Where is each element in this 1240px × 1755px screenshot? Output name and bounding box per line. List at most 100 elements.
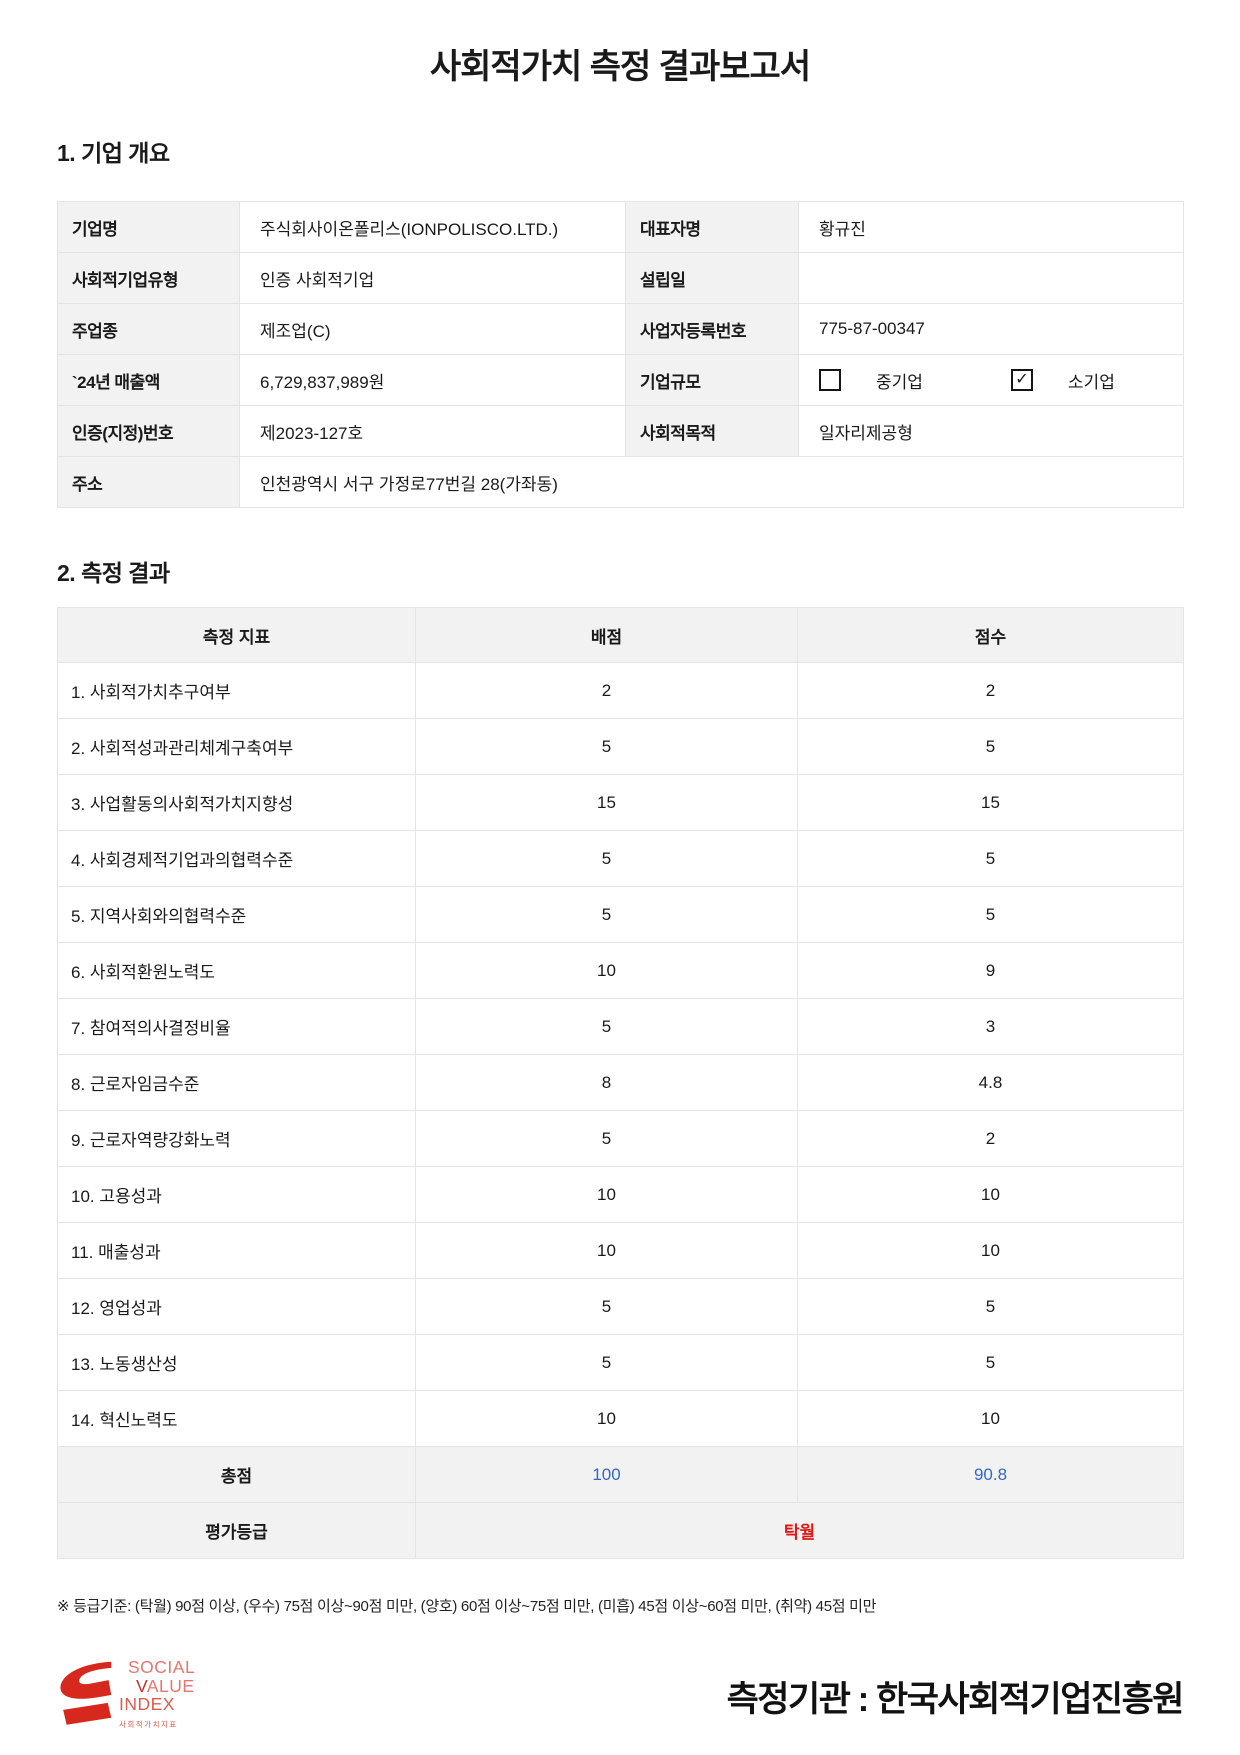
max-points: 5 <box>415 1278 798 1335</box>
checkbox-checked-icon: ✓ <box>1010 369 1033 391</box>
table-row: 12. 영업성과 5 5 <box>57 1278 1184 1335</box>
field-label: 기업명 <box>57 201 240 253</box>
table-row: 4. 사회경제적기업과의협력수준 5 5 <box>57 830 1184 887</box>
indicator-name: 12. 영업성과 <box>57 1278 416 1335</box>
table-row: 주소 인천광역시 서구 가정로77번길 28(가좌동) <box>57 456 1184 508</box>
table-row: 주업종 제조업(C) 사업자등록번호 775-87-00347 <box>57 303 1184 355</box>
field-label: `24년 매출액 <box>57 354 240 406</box>
column-header-max: 배점 <box>415 607 798 663</box>
section-heading-measurement: 2. 측정 결과 <box>57 560 170 586</box>
field-label: 사회적목적 <box>625 405 799 457</box>
max-points: 5 <box>415 1110 798 1167</box>
max-points: 5 <box>415 1334 798 1391</box>
table-row: 사회적기업유형 인증 사회적기업 설립일 <box>57 252 1184 304</box>
svi-logo-mark-icon <box>60 1661 112 1725</box>
total-score: 90.8 <box>797 1446 1184 1503</box>
field-label: 인증(지정)번호 <box>57 405 240 457</box>
field-label: 주소 <box>57 456 240 508</box>
table-row: 인증(지정)번호 제2023-127호 사회적목적 일자리제공형 <box>57 405 1184 457</box>
table-row: 13. 노동생산성 5 5 <box>57 1334 1184 1391</box>
score-value: 15 <box>797 774 1184 831</box>
score-value: 5 <box>797 1334 1184 1391</box>
score-value: 9 <box>797 942 1184 999</box>
indicator-name: 13. 노동생산성 <box>57 1334 416 1391</box>
table-row: 8. 근로자임금수준 8 4.8 <box>57 1054 1184 1111</box>
table-row: 11. 매출성과 10 10 <box>57 1222 1184 1279</box>
table-row: 5. 지역사회와의협력수준 5 5 <box>57 886 1184 943</box>
field-value: 6,729,837,989원 <box>239 354 626 406</box>
table-row: 2. 사회적성과관리체계구축여부 5 5 <box>57 718 1184 775</box>
checkbox-label: 중기업 <box>876 372 923 392</box>
measurement-result-table: 측정 지표 배점 점수 1. 사회적가치추구여부 2 2 2. 사회적성과관리체계구축… <box>57 607 1184 1559</box>
company-size-options: 중기업 ✓ 소기업 <box>798 354 1184 406</box>
grade-row: 평가등급 탁월 <box>57 1502 1184 1559</box>
total-label: 총점 <box>57 1446 416 1503</box>
field-value: 인천광역시 서구 가정로77번길 28(가좌동) <box>239 456 1184 508</box>
indicator-name: 1. 사회적가치추구여부 <box>57 662 416 719</box>
score-value: 3 <box>797 998 1184 1055</box>
field-value: 제2023-127호 <box>239 405 626 457</box>
checkbox-unchecked-icon <box>819 369 841 391</box>
indicator-name: 3. 사업활동의사회적가치지향성 <box>57 774 416 831</box>
max-points: 15 <box>415 774 798 831</box>
field-label: 설립일 <box>625 252 799 304</box>
indicator-name: 9. 근로자역량강화노력 <box>57 1110 416 1167</box>
indicator-name: 7. 참여적의사결정비율 <box>57 998 416 1055</box>
score-value: 2 <box>797 662 1184 719</box>
score-value: 10 <box>797 1222 1184 1279</box>
score-value: 5 <box>797 1278 1184 1335</box>
max-points: 10 <box>415 1390 798 1447</box>
max-points: 2 <box>415 662 798 719</box>
check-icon: ✓ <box>1015 371 1029 388</box>
grade-value: 탁월 <box>415 1502 1184 1559</box>
social-value-index-logo: SOCIAL VALUE INDEX 사회적가치지표 <box>57 1658 195 1734</box>
score-value: 10 <box>797 1390 1184 1447</box>
column-header-score: 점수 <box>797 607 1184 663</box>
score-value: 5 <box>797 718 1184 775</box>
measurement-table-body: 1. 사회적가치추구여부 2 2 2. 사회적성과관리체계구축여부 5 5 3. 사업활동의… <box>57 662 1184 1447</box>
indicator-name: 11. 매출성과 <box>57 1222 416 1279</box>
indicator-name: 4. 사회경제적기업과의협력수준 <box>57 830 416 887</box>
indicator-name: 10. 고용성과 <box>57 1166 416 1223</box>
indicator-name: 5. 지역사회와의협력수준 <box>57 886 416 943</box>
max-points: 10 <box>415 942 798 999</box>
indicator-name: 8. 근로자임금수준 <box>57 1054 416 1111</box>
logo-line-social: SOCIAL <box>128 1657 196 1677</box>
max-points: 5 <box>415 886 798 943</box>
score-value: 5 <box>797 830 1184 887</box>
section-heading-company: 1. 기업 개요 <box>57 140 170 166</box>
field-value: 주식회사이온폴리스(IONPOLISCO.LTD.) <box>239 201 626 253</box>
table-row: 9. 근로자역량강화노력 5 2 <box>57 1110 1184 1167</box>
field-value: 일자리제공형 <box>798 405 1184 457</box>
logo-line-index: INDEX <box>119 1694 175 1714</box>
column-header-indicator: 측정 지표 <box>57 607 416 663</box>
table-row: 6. 사회적환원노력도 10 9 <box>57 942 1184 999</box>
table-row: `24년 매출액 6,729,837,989원 기업규모 중기업 ✓ 소기업 <box>57 354 1184 406</box>
table-row: 14. 혁신노력도 10 10 <box>57 1390 1184 1447</box>
score-value: 5 <box>797 886 1184 943</box>
logo-subtext: 사회적가치지표 <box>119 1719 178 1729</box>
field-label: 대표자명 <box>625 201 799 253</box>
grade-criteria-note: ※ 등급기준: (탁월) 90점 이상, (우수) 75점 이상~90점 미만,… <box>57 1598 877 1615</box>
field-label: 사업자등록번호 <box>625 303 799 355</box>
max-points: 5 <box>415 998 798 1055</box>
company-size-option-group: 중기업 ✓ 소기업 <box>819 368 1182 393</box>
table-row: 기업명 주식회사이온폴리스(IONPOLISCO.LTD.) 대표자명 황규진 <box>57 201 1184 253</box>
checkbox-label: 소기업 <box>1067 372 1115 392</box>
field-label: 기업규모 <box>625 354 799 406</box>
report-footer: SOCIAL VALUE INDEX 사회적가치지표 측정기관 : 한국사회적기… <box>57 1658 1185 1734</box>
max-points: 10 <box>415 1222 798 1279</box>
indicator-name: 6. 사회적환원노력도 <box>57 942 416 999</box>
max-points: 5 <box>415 718 798 775</box>
table-row: 1. 사회적가치추구여부 2 2 <box>57 662 1184 719</box>
max-points: 5 <box>415 830 798 887</box>
table-row: 7. 참여적의사결정비율 5 3 <box>57 998 1184 1055</box>
field-label: 사회적기업유형 <box>57 252 240 304</box>
measuring-agency: 측정기관 : 한국사회적기업진흥원 <box>726 1679 1185 1719</box>
grade-label: 평가등급 <box>57 1502 416 1559</box>
field-value: 인증 사회적기업 <box>239 252 626 304</box>
company-overview-table: 기업명 주식회사이온폴리스(IONPOLISCO.LTD.) 대표자명 황규진 … <box>57 201 1184 508</box>
table-header-row: 측정 지표 배점 점수 <box>57 607 1184 663</box>
field-value <box>798 252 1184 304</box>
